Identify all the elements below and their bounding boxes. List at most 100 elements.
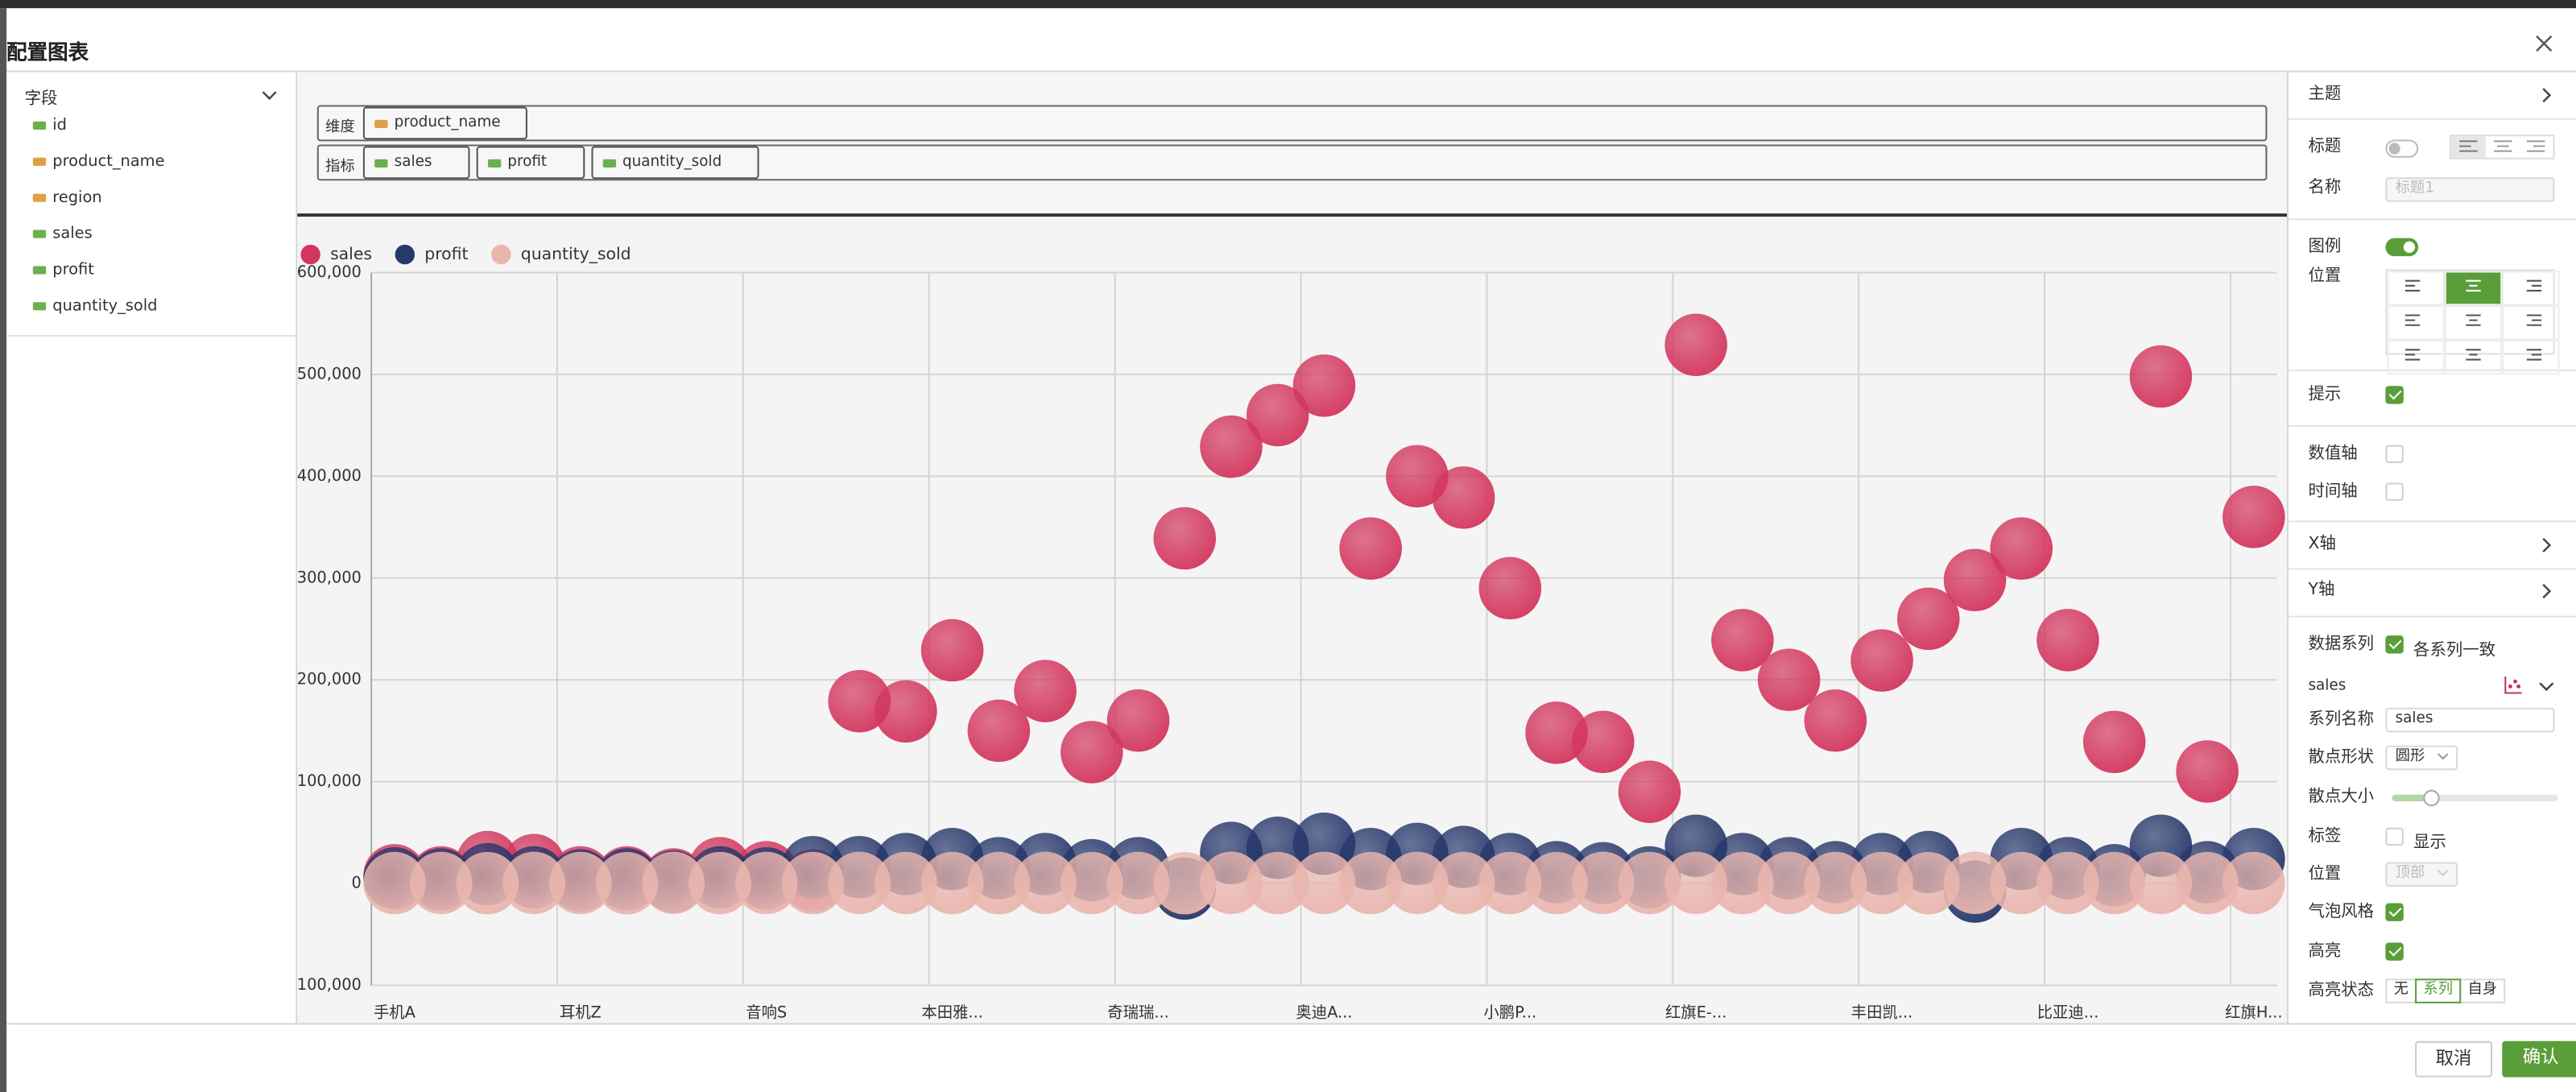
legend-swatch xyxy=(395,244,416,265)
position-cell[interactable] xyxy=(2502,340,2560,374)
bubble xyxy=(1478,851,1542,915)
value-axis-checkbox[interactable] xyxy=(2385,445,2404,464)
bubble xyxy=(1943,851,2007,914)
y-tick-label: 100,000 xyxy=(297,771,362,790)
point-shape-value: 圆形 xyxy=(2395,748,2425,766)
field-item[interactable]: id xyxy=(30,117,67,136)
field-item[interactable]: profit xyxy=(30,261,94,280)
field-pill[interactable]: profit xyxy=(476,146,585,180)
bubble xyxy=(1153,851,1216,915)
divider xyxy=(2288,520,2576,523)
x-tick-label: 红旗H... xyxy=(2225,1003,2282,1022)
state-option[interactable]: 系列 xyxy=(2415,978,2462,1003)
field-icon xyxy=(32,230,47,238)
title-toggle[interactable] xyxy=(2385,139,2419,158)
position-cell[interactable] xyxy=(2502,305,2560,341)
slider-handle[interactable] xyxy=(2423,789,2440,807)
point-size-slider[interactable] xyxy=(2392,789,2558,807)
field-item[interactable]: region xyxy=(30,188,102,208)
divider xyxy=(2288,369,2576,371)
y-tick-label: 600,000 xyxy=(297,263,362,281)
align-center[interactable] xyxy=(2485,136,2519,158)
divider xyxy=(2288,425,2576,428)
field-pill[interactable]: sales xyxy=(362,146,470,180)
bubble xyxy=(1200,415,1263,478)
position-icon xyxy=(2526,279,2542,292)
bubble xyxy=(1386,851,1449,915)
position-cell[interactable] xyxy=(2387,271,2445,306)
cancel-button[interactable]: 取消 xyxy=(2415,1040,2492,1078)
bubble xyxy=(875,680,937,743)
fields-panel: 字段 id product_name region sales profit quanti… xyxy=(6,72,296,1024)
point-shape-select[interactable]: 圆形 xyxy=(2385,745,2458,771)
config-area: 维度 product_name 指标 sales profit quantity_s… xyxy=(297,72,2287,214)
y-axis-section[interactable]: Y轴 xyxy=(2308,581,2335,600)
time-axis-checkbox[interactable] xyxy=(2385,482,2404,501)
expand-icon[interactable] xyxy=(2538,583,2554,599)
collapse-icon[interactable] xyxy=(261,87,277,103)
position-cell[interactable] xyxy=(2502,271,2560,306)
divider xyxy=(2288,568,2576,570)
legend-swatch xyxy=(491,244,511,265)
bubble xyxy=(1711,851,1774,915)
x-tick-label: 奥迪A... xyxy=(1296,1003,1352,1022)
config-divider xyxy=(297,213,2287,217)
bubble xyxy=(1990,851,2053,915)
position-icon xyxy=(2466,314,2481,326)
legend-position-grid[interactable] xyxy=(2385,269,2560,374)
series-name-input[interactable]: sales xyxy=(2385,707,2555,733)
align-left[interactable] xyxy=(2450,136,2486,158)
state-option[interactable]: 无 xyxy=(2385,978,2417,1003)
position-cell[interactable] xyxy=(2387,340,2445,374)
name-input[interactable]: 标题1 xyxy=(2385,177,2555,202)
expand-icon[interactable] xyxy=(2538,87,2554,103)
label-checkbox[interactable] xyxy=(2385,827,2404,846)
expand-icon[interactable] xyxy=(2538,537,2554,553)
consistent-checkbox[interactable] xyxy=(2385,635,2404,654)
panel-divider xyxy=(2286,72,2289,1024)
panel-divider xyxy=(296,72,298,1024)
label-show: 显示 xyxy=(2413,833,2446,853)
divider xyxy=(2288,218,2576,221)
bubble xyxy=(1897,587,1960,651)
position-cell[interactable] xyxy=(2444,271,2503,306)
highlight-state-group[interactable]: 无系列 自身 xyxy=(2385,978,2506,1003)
label-position-select[interactable]: 顶部 xyxy=(2385,862,2458,887)
field-pill[interactable]: product_name xyxy=(362,106,527,140)
tooltip-label: 提示 xyxy=(2308,386,2342,404)
dropdown-icon xyxy=(2437,753,2449,760)
collapse-icon[interactable] xyxy=(2538,678,2554,694)
position-icon xyxy=(2404,279,2421,292)
bubble-style-checkbox[interactable] xyxy=(2385,903,2404,921)
field-pill[interactable]: quantity_sold xyxy=(591,146,760,180)
bubble xyxy=(1153,507,1216,570)
bubble xyxy=(1014,660,1077,722)
field-name: profit xyxy=(52,261,94,279)
position-cell[interactable] xyxy=(2387,305,2445,341)
bubble xyxy=(1386,445,1449,508)
title-align-group[interactable] xyxy=(2449,134,2555,159)
position-cell[interactable] xyxy=(2444,340,2503,374)
highlight-label: 高亮 xyxy=(2308,942,2342,961)
field-item[interactable]: sales xyxy=(30,225,93,244)
close-button[interactable] xyxy=(2535,35,2553,52)
legend-toggle[interactable] xyxy=(2385,238,2419,257)
data-series-label: 数据系列 xyxy=(2308,635,2375,654)
scatter-icon xyxy=(2504,676,2522,694)
field-item[interactable]: quantity_sold xyxy=(30,297,158,316)
bubble xyxy=(2082,851,2146,915)
state-option[interactable]: 自身 xyxy=(2459,978,2506,1003)
confirm-button[interactable]: 确认 xyxy=(2502,1040,2576,1078)
highlight-checkbox[interactable] xyxy=(2385,942,2404,961)
position-icon xyxy=(2404,349,2421,361)
field-item[interactable]: product_name xyxy=(30,153,165,172)
header-divider xyxy=(6,70,2576,72)
field-icon xyxy=(32,157,47,166)
align-right[interactable] xyxy=(2519,136,2553,158)
position-cell[interactable] xyxy=(2444,305,2503,341)
field-name: quantity_sold xyxy=(52,297,158,316)
pill-icon xyxy=(602,159,616,168)
x-axis-section[interactable]: X轴 xyxy=(2308,535,2336,554)
tooltip-checkbox[interactable] xyxy=(2385,386,2404,404)
